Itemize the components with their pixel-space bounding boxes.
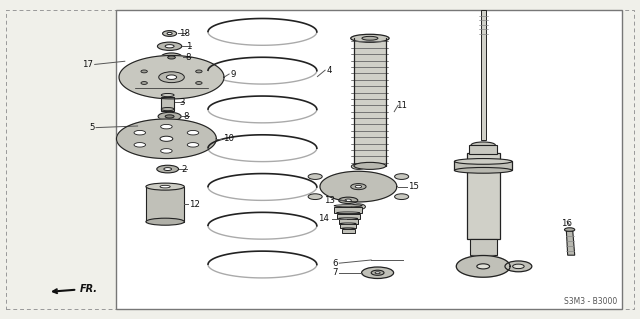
- Ellipse shape: [339, 218, 358, 219]
- Text: 17: 17: [82, 60, 93, 69]
- Ellipse shape: [342, 228, 355, 229]
- Text: S3M3 - B3000: S3M3 - B3000: [564, 297, 618, 306]
- Bar: [334, 207, 362, 213]
- Bar: [339, 219, 358, 224]
- Bar: [470, 239, 497, 255]
- Polygon shape: [116, 119, 216, 159]
- Ellipse shape: [163, 31, 177, 36]
- Ellipse shape: [345, 199, 351, 202]
- Ellipse shape: [334, 205, 362, 207]
- Ellipse shape: [160, 136, 173, 141]
- Text: 14: 14: [318, 214, 329, 223]
- Ellipse shape: [351, 204, 365, 210]
- Ellipse shape: [362, 267, 394, 278]
- Text: 9: 9: [230, 70, 236, 78]
- Ellipse shape: [188, 143, 199, 147]
- Ellipse shape: [196, 82, 202, 85]
- Ellipse shape: [355, 185, 362, 188]
- Ellipse shape: [339, 197, 358, 204]
- Ellipse shape: [164, 168, 172, 170]
- Ellipse shape: [158, 112, 181, 121]
- Ellipse shape: [168, 56, 175, 59]
- Ellipse shape: [513, 264, 524, 269]
- Text: 4: 4: [326, 66, 332, 75]
- Ellipse shape: [134, 130, 145, 135]
- Text: 13: 13: [324, 196, 335, 205]
- Ellipse shape: [167, 33, 172, 34]
- Bar: [340, 224, 356, 228]
- Bar: [481, 10, 486, 140]
- Ellipse shape: [375, 272, 380, 274]
- Text: 8: 8: [186, 53, 191, 62]
- Ellipse shape: [362, 36, 378, 40]
- Bar: [161, 97, 174, 111]
- Ellipse shape: [141, 82, 147, 85]
- Ellipse shape: [166, 75, 177, 79]
- Bar: [337, 214, 360, 219]
- Text: 1: 1: [186, 42, 191, 51]
- Ellipse shape: [141, 70, 147, 73]
- Text: 11: 11: [396, 101, 406, 110]
- Ellipse shape: [157, 42, 182, 50]
- Text: 5: 5: [89, 123, 95, 132]
- Ellipse shape: [165, 115, 174, 118]
- Ellipse shape: [505, 261, 532, 272]
- Ellipse shape: [454, 167, 512, 173]
- Text: 7: 7: [332, 268, 338, 277]
- Ellipse shape: [454, 159, 512, 164]
- Ellipse shape: [196, 70, 202, 73]
- Text: 2: 2: [182, 165, 188, 174]
- Ellipse shape: [188, 130, 199, 135]
- Text: 18: 18: [179, 29, 190, 38]
- Ellipse shape: [395, 174, 409, 180]
- Text: 3: 3: [179, 98, 185, 107]
- Ellipse shape: [308, 194, 322, 200]
- Ellipse shape: [146, 218, 184, 225]
- Text: 8: 8: [184, 112, 189, 121]
- Ellipse shape: [308, 174, 322, 180]
- Text: FR.: FR.: [53, 284, 98, 294]
- Text: 10: 10: [223, 134, 234, 143]
- Text: 6: 6: [332, 259, 338, 268]
- Ellipse shape: [354, 162, 386, 169]
- Bar: [342, 229, 355, 233]
- Ellipse shape: [351, 34, 389, 42]
- Polygon shape: [456, 256, 510, 277]
- Bar: [354, 38, 386, 166]
- Ellipse shape: [161, 108, 174, 111]
- Ellipse shape: [161, 93, 174, 97]
- Ellipse shape: [146, 183, 184, 190]
- Ellipse shape: [157, 165, 179, 173]
- Ellipse shape: [395, 194, 409, 200]
- Text: 15: 15: [408, 182, 419, 191]
- Ellipse shape: [161, 149, 172, 153]
- Bar: [146, 187, 184, 222]
- Text: 16: 16: [561, 219, 572, 228]
- Bar: [116, 10, 622, 309]
- Ellipse shape: [337, 212, 360, 214]
- Bar: [454, 161, 512, 170]
- Ellipse shape: [161, 124, 172, 129]
- Polygon shape: [566, 231, 575, 255]
- Ellipse shape: [351, 184, 366, 189]
- Ellipse shape: [134, 143, 145, 147]
- Ellipse shape: [351, 164, 365, 169]
- Ellipse shape: [371, 270, 384, 275]
- Polygon shape: [119, 56, 224, 99]
- Text: 12: 12: [189, 200, 200, 209]
- Ellipse shape: [159, 72, 184, 83]
- Polygon shape: [320, 171, 397, 202]
- Ellipse shape: [564, 228, 575, 232]
- Ellipse shape: [471, 142, 495, 148]
- Ellipse shape: [340, 223, 356, 224]
- Ellipse shape: [165, 45, 174, 48]
- Bar: [469, 145, 497, 154]
- Ellipse shape: [161, 53, 182, 62]
- Ellipse shape: [477, 264, 490, 269]
- Ellipse shape: [160, 185, 170, 188]
- Bar: [467, 153, 500, 239]
